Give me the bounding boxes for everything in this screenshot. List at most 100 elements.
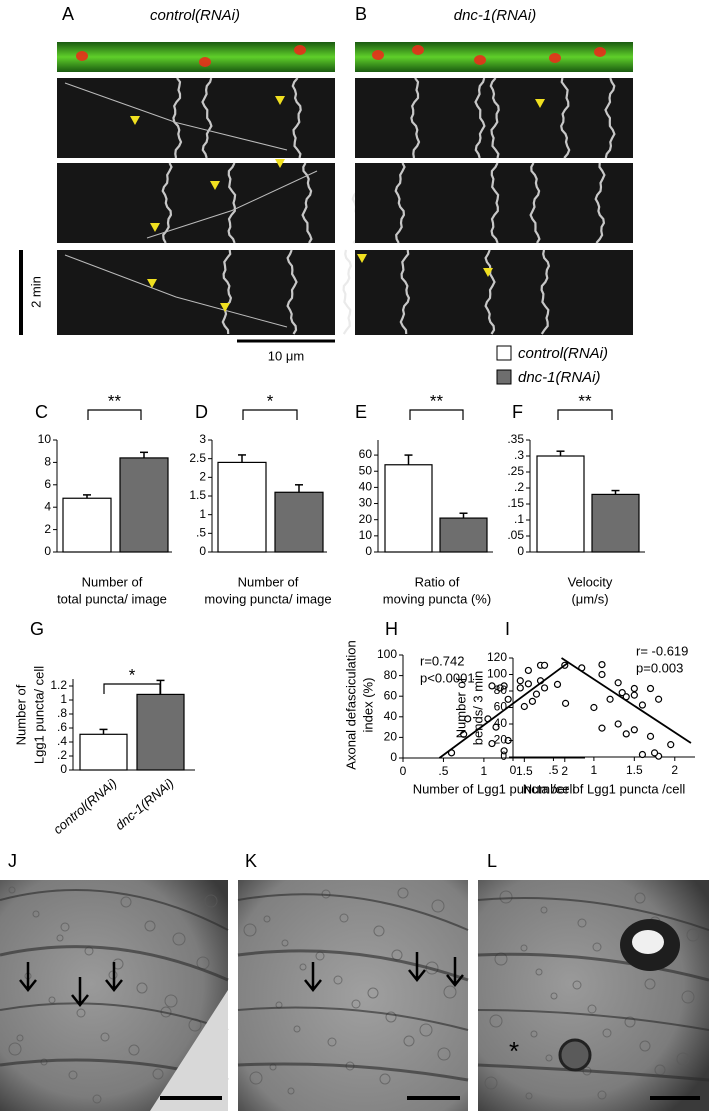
micrograph [238, 880, 468, 1111]
point [598, 670, 606, 679]
y-tick-label: 3 [199, 432, 206, 446]
x-tick-label: 1 [591, 763, 598, 777]
membrane [237, 1062, 469, 1082]
point [500, 747, 508, 755]
bar [79, 733, 128, 771]
vesicle [419, 1023, 433, 1037]
vesicle [287, 1087, 295, 1095]
bright-core [632, 930, 664, 954]
vesicle [624, 1016, 636, 1028]
significance-bracket [242, 409, 298, 420]
kymograph-track [221, 249, 233, 335]
panel-label: H [385, 619, 398, 639]
legend-label: control(RNAi) [518, 345, 608, 362]
y-tick-label: 10 [38, 432, 52, 446]
vesicle [204, 894, 218, 908]
x-tick-label: 2 [561, 764, 568, 778]
panel-label: J [8, 851, 17, 871]
kymograph-track [394, 162, 406, 244]
arrow [446, 957, 464, 988]
y-axis-label: bends/ 3 min [470, 671, 485, 745]
point [646, 684, 655, 693]
arrowhead [483, 268, 493, 277]
kymograph-track [201, 77, 213, 159]
x-axis-label: Ratio of [415, 574, 460, 589]
vesicle [489, 1014, 503, 1028]
point [646, 732, 655, 740]
y-axis-label: Number of [453, 677, 468, 738]
bar [136, 693, 185, 771]
bar [439, 517, 488, 553]
organelle [558, 1038, 592, 1072]
membrane [0, 945, 229, 982]
x-tick-label: 0 [400, 764, 407, 778]
vesicle [144, 920, 156, 932]
legend-swatch [496, 369, 512, 385]
vesicle [639, 1040, 651, 1052]
vesicle [530, 1030, 538, 1038]
vesicle [535, 968, 543, 976]
y-tick-label: 60 [494, 700, 508, 714]
point [540, 684, 549, 692]
arrowhead [130, 116, 140, 125]
y-tick-label: .05 [507, 528, 524, 542]
x-axis-label: (μm/s) [571, 591, 608, 606]
membrane [477, 952, 709, 982]
point [492, 723, 500, 731]
kymograph [57, 78, 335, 158]
kymograph-track [489, 77, 500, 159]
point [630, 684, 638, 693]
vesicle [403, 1035, 415, 1047]
point [590, 703, 598, 712]
vesicle [379, 1073, 391, 1085]
y-tick-label: 40 [384, 709, 398, 723]
kymograph-track [474, 77, 486, 159]
y-tick-label: 0 [365, 544, 372, 558]
bar [591, 493, 640, 553]
y-tick-label: 60 [359, 447, 373, 461]
legend-swatch [496, 345, 512, 361]
bar [217, 461, 267, 553]
y-tick-label: .35 [507, 432, 524, 446]
puncta [474, 55, 486, 65]
x-axis-label: total puncta/ image [57, 591, 167, 606]
y-tick-label: .2 [514, 480, 524, 494]
vesicle [587, 1004, 597, 1014]
kymograph [355, 163, 633, 243]
x-axis-label: Number of [238, 574, 299, 589]
kymograph-track [399, 249, 411, 335]
point [516, 684, 524, 692]
significance-bracket [103, 683, 161, 694]
vesicle [60, 922, 70, 932]
vesicle [431, 899, 445, 913]
vesicle [577, 918, 587, 928]
point [540, 661, 549, 669]
y-tick-label: 1.2 [50, 678, 67, 692]
membrane [477, 1009, 709, 1031]
kymograph-track [529, 162, 541, 244]
y-tick-label: 80 [494, 683, 508, 697]
y-tick-label: 0 [390, 750, 397, 764]
y-tick-label: 20 [359, 512, 373, 526]
vesicle [676, 1052, 690, 1066]
kymograph-track [161, 162, 173, 244]
y-axis-label: Number of [13, 684, 28, 745]
kymograph [355, 250, 633, 335]
y-tick-label: .3 [514, 448, 524, 462]
vesicle [281, 939, 289, 947]
arrowhead [535, 99, 545, 108]
y-tick-label: 6 [44, 477, 51, 491]
y-tick-label: 50 [359, 463, 373, 477]
membrane [477, 897, 709, 931]
vesicle [128, 1044, 140, 1056]
vesicle [120, 896, 132, 908]
significance-bracket [557, 409, 613, 420]
puncta [294, 45, 306, 55]
kymograph-track [291, 77, 302, 159]
kymograph-track [342, 249, 353, 335]
point [524, 680, 532, 688]
vesicle [351, 999, 361, 1009]
y-tick-label: 2 [199, 470, 206, 484]
arrowhead [275, 159, 285, 168]
significance-label: ** [430, 391, 444, 410]
